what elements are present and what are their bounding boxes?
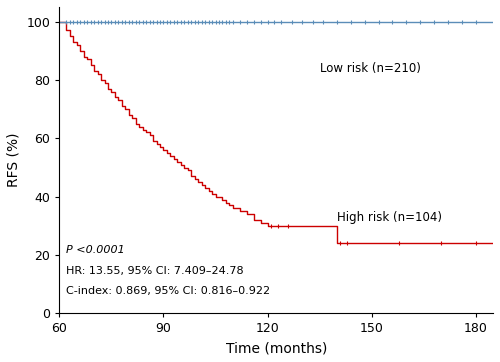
Text: P <0.0001: P <0.0001 [66,245,125,255]
Y-axis label: RFS (%): RFS (%) [7,133,21,188]
X-axis label: Time (months): Time (months) [226,341,327,355]
Text: HR: 13.55, 95% CI: 7.409–24.78: HR: 13.55, 95% CI: 7.409–24.78 [66,265,244,275]
Text: Low risk (n=210): Low risk (n=210) [320,62,420,75]
Text: High risk (n=104): High risk (n=104) [337,211,442,224]
Text: C-index: 0.869, 95% CI: 0.816–0.922: C-index: 0.869, 95% CI: 0.816–0.922 [66,286,270,296]
